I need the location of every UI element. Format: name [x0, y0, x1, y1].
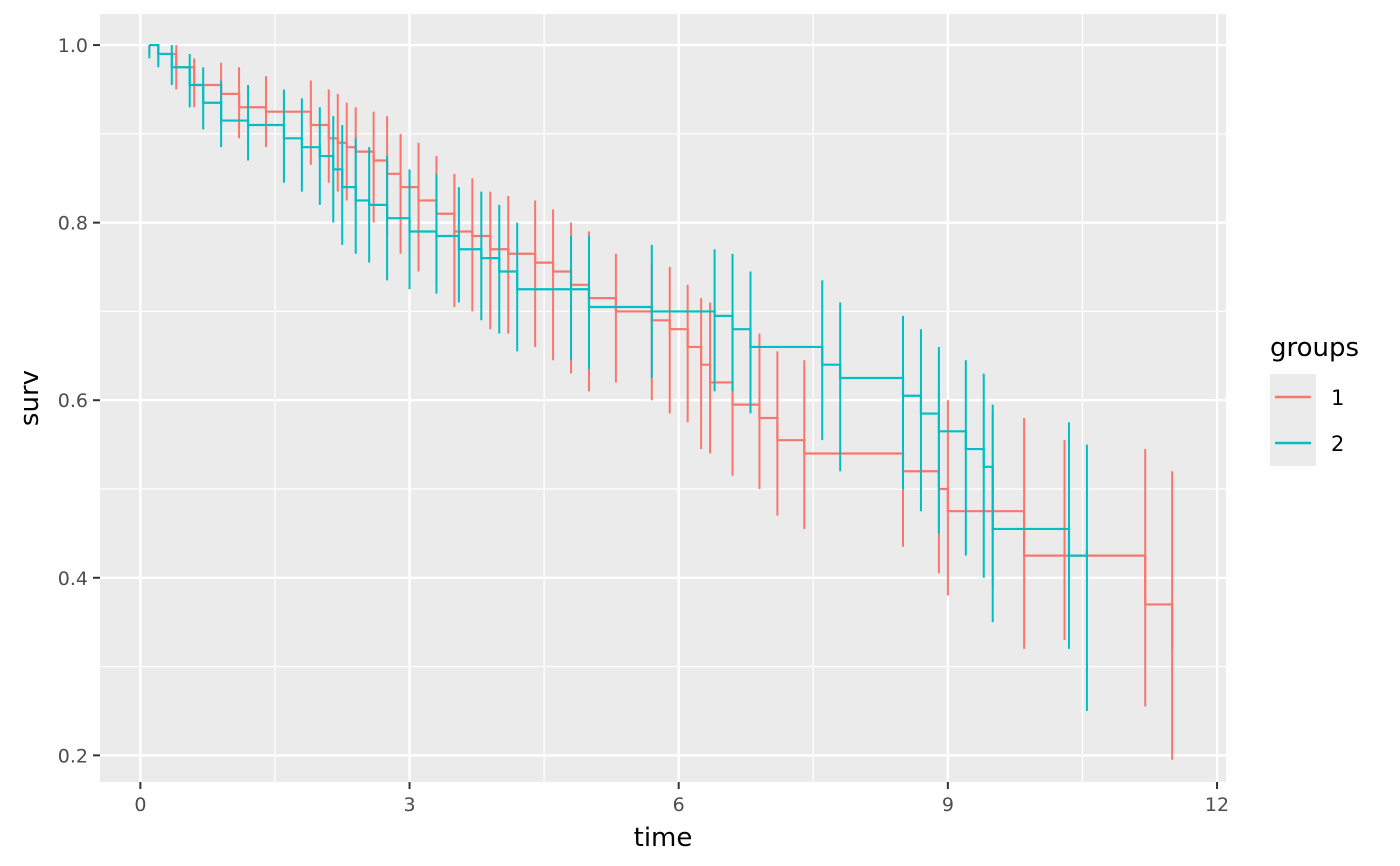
y-tick-label: 0.2 [58, 745, 88, 767]
x-axis: 0 3 6 9 12 [134, 782, 1229, 816]
series-2 [148, 43, 1089, 711]
legend-label-1: 1 [1331, 386, 1344, 410]
legend-label-2: 2 [1331, 432, 1344, 456]
legend-title: groups [1270, 333, 1359, 363]
x-tick-label: 0 [134, 794, 146, 816]
legend: groups 1 2 [1270, 333, 1359, 466]
y-axis: 0.2 0.4 0.6 0.8 1.0 [58, 35, 100, 767]
series-layer [148, 43, 1174, 760]
y-tick-label: 0.8 [58, 213, 88, 235]
plot-panel [100, 14, 1226, 782]
major-gridlines [100, 14, 1226, 782]
y-tick-label: 0.6 [58, 390, 88, 412]
y-tick-label: 1.0 [58, 35, 88, 57]
x-tick-label: 6 [673, 794, 685, 816]
y-tick-label: 0.4 [58, 568, 88, 590]
x-tick-label: 12 [1205, 794, 1229, 816]
x-axis-label: time [634, 823, 693, 853]
minor-gridlines [100, 14, 1226, 782]
x-tick-label: 9 [942, 794, 954, 816]
x-tick-label: 3 [403, 794, 415, 816]
y-axis-label: surv [15, 370, 45, 426]
